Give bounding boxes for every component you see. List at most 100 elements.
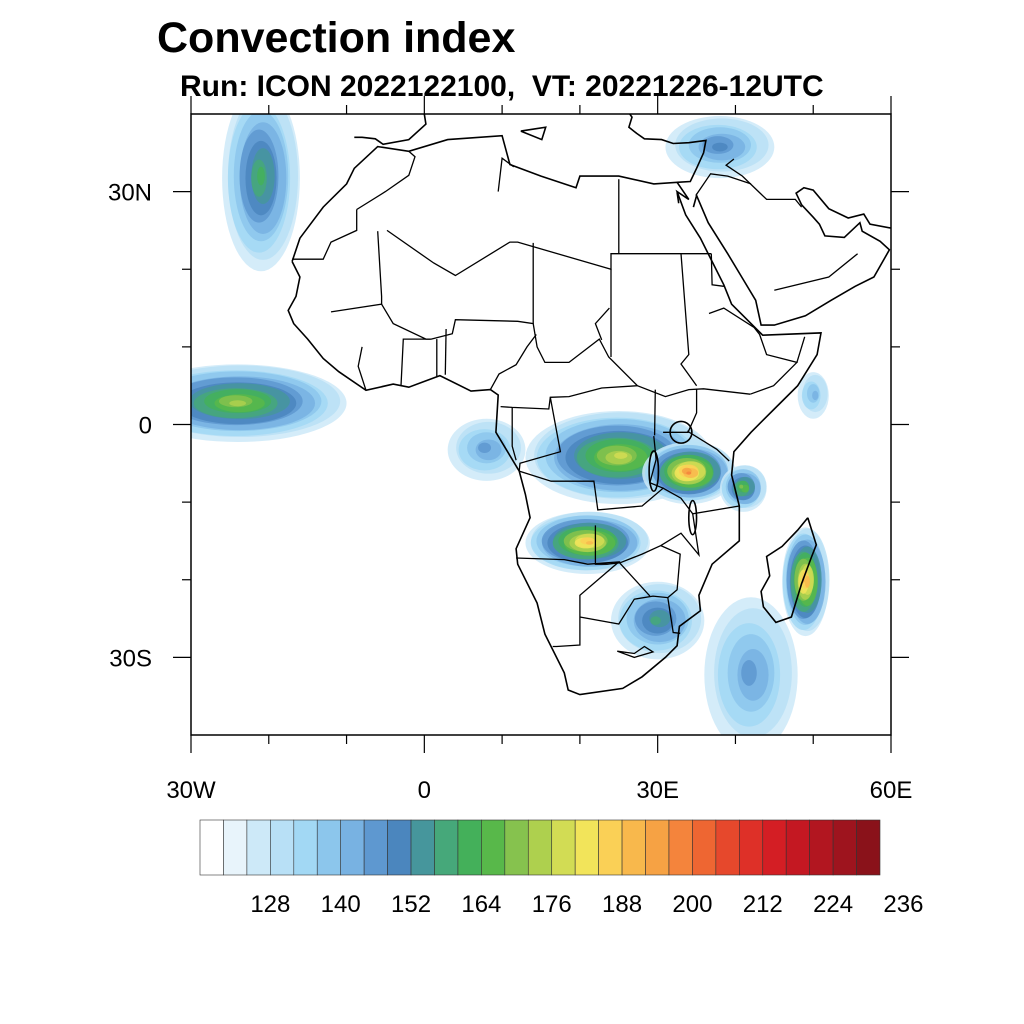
country-border (616, 645, 655, 659)
colorbar-label: 200 (672, 891, 712, 918)
colorbar-swatch (387, 819, 412, 876)
country-border (708, 307, 799, 395)
colorbar-label: 236 (883, 891, 923, 918)
cell-level (650, 616, 661, 625)
lat-label: 30S (109, 645, 152, 672)
country-border (680, 253, 698, 387)
country-border (356, 150, 416, 211)
cell-angola-zambia (525, 511, 650, 574)
colorbar-swatch (551, 819, 576, 876)
colorbar-labels: 128 140 152 164 176 188 200 212 224 236 (250, 891, 923, 918)
cell-level (812, 390, 819, 401)
country-border (618, 561, 651, 597)
colorbar-swatch (621, 819, 646, 876)
map-subtitle: Run: ICON 2022122100, VT: 20221226-12UTC (180, 70, 824, 103)
cell-nw-atlantic-band (222, 114, 300, 272)
colorbar-swatch (598, 819, 623, 876)
cell-gabon-coast (447, 418, 526, 481)
colorbar-label: 164 (461, 891, 501, 918)
colorbar-label: 140 (321, 891, 361, 918)
cell-level (229, 400, 247, 407)
cell-somalia-offshore (797, 372, 829, 419)
convection-field (191, 114, 830, 735)
cell-level (741, 659, 757, 686)
italy-sicily (520, 126, 547, 141)
colorbar-swatch (574, 819, 599, 876)
country-border (662, 487, 740, 515)
country-border (660, 545, 681, 634)
country-border (653, 389, 656, 436)
madagascar (760, 517, 818, 624)
colorbar-swatch (739, 819, 764, 876)
country-border (594, 307, 610, 341)
colorbar-swatch (832, 819, 857, 876)
lake (648, 450, 660, 493)
colorbar-swatch (715, 819, 740, 876)
colorbar-swatch (246, 819, 271, 876)
arabia (692, 186, 891, 326)
colorbar-swatch (762, 819, 787, 876)
country-border (489, 334, 537, 390)
levant (627, 114, 707, 184)
country-border (519, 436, 665, 511)
colorbar-label: 188 (602, 891, 642, 918)
colorbar (199, 819, 881, 876)
colorbar-label: 212 (743, 891, 783, 918)
country-border (774, 253, 859, 291)
country-border (594, 525, 621, 565)
country-border (400, 338, 431, 386)
country-border (292, 209, 358, 260)
country-border (516, 557, 621, 648)
colorbar-swatch (809, 819, 834, 876)
lon-label: 60E (870, 777, 913, 804)
country-border (620, 513, 700, 564)
country-border (695, 173, 752, 196)
country-border (330, 231, 383, 313)
colorbar-swatch (199, 819, 224, 876)
country-border (444, 328, 447, 375)
cell-level (739, 484, 744, 489)
lake (687, 499, 698, 536)
country-border (518, 397, 562, 472)
lat-label: 0 (139, 413, 152, 440)
cell-level (478, 442, 492, 453)
cell-level (586, 541, 594, 545)
lat-label: 30N (108, 180, 152, 207)
country-border (724, 158, 803, 208)
colorbar-swatch (340, 819, 365, 876)
cell-kenya-coast (719, 465, 767, 512)
cell-ne-mediterranean (665, 116, 775, 179)
colorbar-label: 176 (532, 891, 572, 918)
colorbar-swatch (293, 819, 318, 876)
colorbar-swatch (504, 819, 529, 876)
country-border (500, 385, 638, 410)
colorbar-label: 224 (813, 891, 853, 918)
cell-level (614, 452, 628, 459)
cell-level (804, 575, 811, 588)
axis-labels: 30W 0 30E 60E 30N 0 30S (108, 180, 912, 804)
cell-west-atlantic-eq (191, 364, 347, 443)
colorbar-swatch (856, 819, 881, 876)
cell-level (257, 166, 265, 186)
red-sea-west (676, 192, 680, 204)
europe-south (354, 114, 427, 146)
country-border (511, 407, 517, 461)
colorbar-label: 152 (391, 891, 431, 918)
country-border (710, 253, 724, 287)
country-border (796, 336, 806, 363)
country-border (357, 346, 367, 391)
lon-label: 0 (418, 777, 431, 804)
coastlines-and-borders (287, 114, 891, 696)
cell-south-africa-east (611, 581, 705, 660)
cell-level (741, 484, 750, 493)
colorbar-swatch (457, 819, 482, 876)
cell-level (686, 471, 692, 475)
colorbar-swatch (692, 819, 717, 876)
africa-coast (287, 134, 822, 696)
map-title: Convection index (157, 14, 516, 62)
country-border (579, 595, 668, 625)
cell-lake-victoria-east (642, 441, 736, 505)
lon-label: 30E (636, 777, 679, 804)
lon-label: 30W (166, 777, 216, 804)
